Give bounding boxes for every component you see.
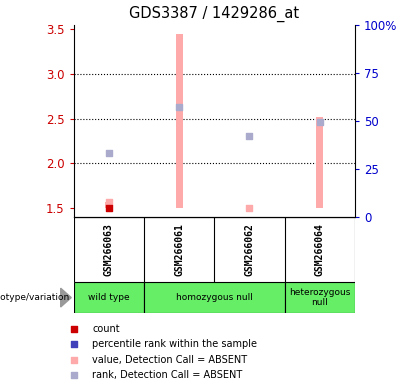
Text: percentile rank within the sample: percentile rank within the sample: [92, 339, 257, 349]
Text: rank, Detection Call = ABSENT: rank, Detection Call = ABSENT: [92, 370, 243, 380]
Point: [71, 341, 78, 348]
Bar: [74, 282, 144, 313]
Bar: [144, 282, 285, 313]
Point: [176, 104, 182, 110]
Title: GDS3387 / 1429286_at: GDS3387 / 1429286_at: [129, 6, 299, 22]
Bar: [316, 117, 323, 208]
Text: genotype/variation: genotype/variation: [0, 293, 69, 302]
Point: [105, 150, 112, 156]
Point: [105, 199, 112, 205]
Bar: [285, 282, 355, 313]
Bar: [105, 202, 112, 208]
Point: [246, 132, 253, 139]
Point: [71, 372, 78, 378]
Point: [316, 119, 323, 125]
Text: value, Detection Call = ABSENT: value, Detection Call = ABSENT: [92, 355, 247, 365]
Polygon shape: [60, 288, 71, 307]
Point: [71, 357, 78, 363]
Point: [105, 205, 112, 211]
Text: GSM266064: GSM266064: [315, 223, 325, 276]
Bar: [176, 34, 183, 208]
Text: count: count: [92, 324, 120, 334]
Text: heterozygous
null: heterozygous null: [289, 288, 350, 307]
Text: homozygous null: homozygous null: [176, 293, 253, 302]
Point: [246, 205, 253, 211]
Text: GSM266062: GSM266062: [244, 223, 255, 276]
Text: GSM266063: GSM266063: [104, 223, 114, 276]
Point: [71, 326, 78, 332]
Text: wild type: wild type: [88, 293, 129, 302]
Text: GSM266061: GSM266061: [174, 223, 184, 276]
